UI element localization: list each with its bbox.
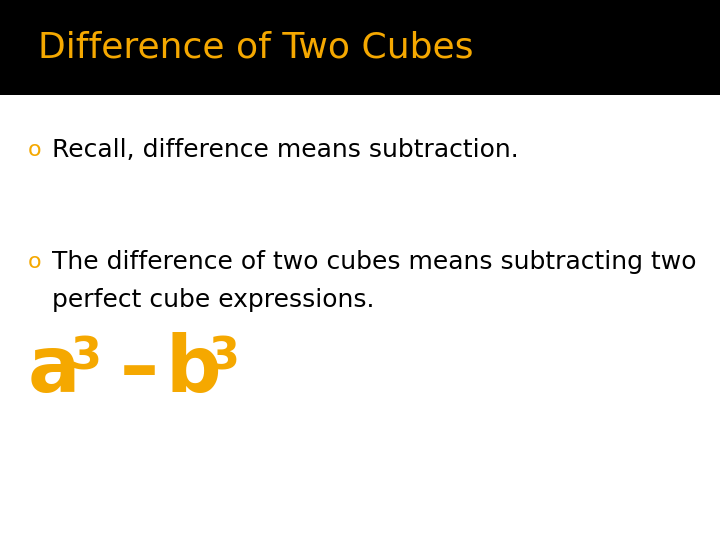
Text: o: o (28, 140, 42, 160)
Text: 3: 3 (70, 336, 101, 379)
Text: Recall, difference means subtraction.: Recall, difference means subtraction. (52, 138, 518, 162)
Text: o: o (28, 252, 42, 272)
Bar (0, 0, 720, 94)
Text: 3: 3 (208, 336, 239, 379)
Text: –: – (93, 332, 186, 408)
Text: perfect cube expressions.: perfect cube expressions. (52, 288, 374, 312)
Text: The difference of two cubes means subtracting two: The difference of two cubes means subtra… (52, 250, 696, 274)
Text: a: a (28, 332, 81, 408)
Text: Difference of Two Cubes: Difference of Two Cubes (38, 30, 474, 64)
Text: b: b (166, 332, 222, 408)
